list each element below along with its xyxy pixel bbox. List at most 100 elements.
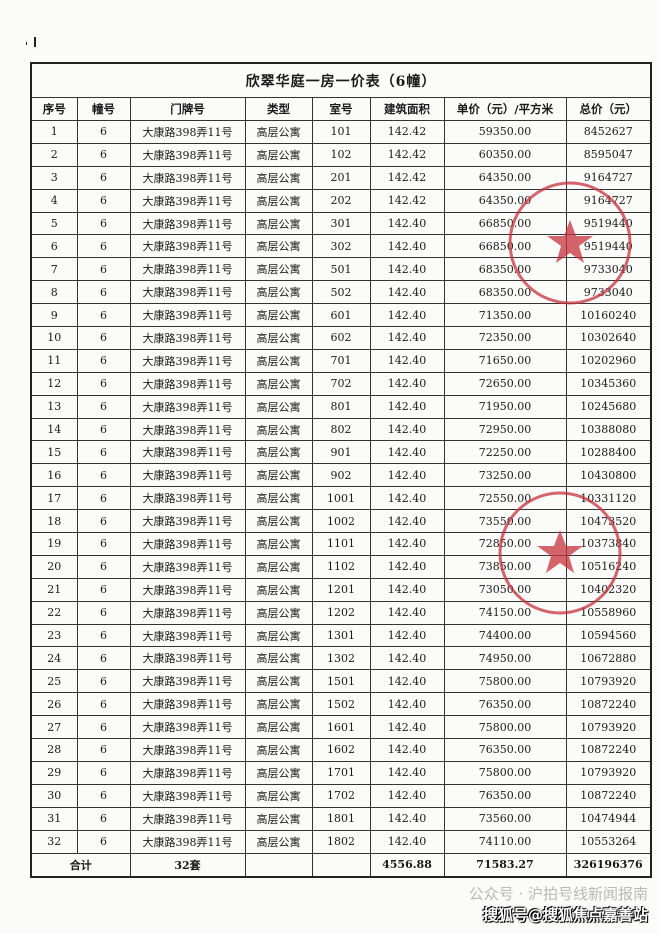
floor-area-cell: 142.40 (369, 532, 445, 556)
total-area: 4556.88 (369, 852, 445, 877)
total-empty (311, 852, 371, 877)
unit-price-cell: 72650.00 (443, 371, 567, 396)
address-cell: 大康路398弄11号 (129, 165, 246, 190)
floor-area-cell: 142.42 (369, 142, 445, 167)
room-number-cell: 1002 (311, 509, 371, 534)
unit-type-cell: 高层公寓 (244, 715, 313, 740)
building-number-cell: 6 (76, 440, 131, 465)
table-row: 17 6 大康路398弄11号 高层公寓 1001 142.40 72550.00 10331… (30, 486, 652, 511)
table-row: 14 6 大康路398弄11号 高层公寓 802 142.40 72950.00 103880… (30, 417, 652, 442)
row-number-cell: 29 (30, 760, 78, 785)
row-number-cell: 30 (30, 783, 78, 808)
building-number-cell: 6 (76, 371, 131, 396)
total-price-cell: 10793920 (565, 760, 652, 785)
row-number-cell: 32 (30, 829, 78, 854)
floor-area-cell: 142.40 (369, 509, 445, 534)
unit-type-cell: 高层公寓 (244, 509, 313, 534)
unit-price-cell: 72950.00 (443, 417, 567, 442)
room-number-cell: 502 (311, 280, 371, 305)
unit-type-cell: 高层公寓 (244, 348, 313, 373)
building-number-cell: 6 (76, 188, 131, 213)
address-cell: 大康路398弄11号 (129, 623, 246, 648)
unit-price-cell: 76350.00 (443, 738, 567, 762)
unit-price-cell: 72250.00 (443, 440, 567, 465)
address-cell: 大康路398弄11号 (129, 554, 246, 579)
total-avg-price: 71583.27 (443, 852, 567, 877)
building-number-cell: 6 (76, 120, 131, 144)
building-number-cell: 6 (76, 623, 131, 648)
room-number-cell: 1502 (311, 692, 371, 717)
column-header: 总价（元） (565, 97, 652, 121)
address-cell: 大康路398弄11号 (129, 806, 246, 831)
table-row: 12 6 大康路398弄11号 高层公寓 702 142.40 72650.00 103453… (30, 371, 652, 396)
total-price-cell: 10793920 (565, 715, 652, 740)
row-number-cell: 22 (30, 600, 78, 625)
unit-type-cell: 高层公寓 (244, 371, 313, 396)
row-number-cell: 12 (30, 371, 78, 396)
building-number-cell: 6 (76, 532, 131, 556)
floor-area-cell: 142.40 (369, 326, 445, 350)
total-price-cell: 10402320 (565, 577, 652, 602)
row-number-cell: 11 (30, 348, 78, 373)
unit-type-cell: 高层公寓 (244, 440, 313, 465)
floor-area-cell: 142.40 (369, 783, 445, 808)
table-row: 2 6 大康路398弄11号 高层公寓 102 142.42 60350.00 8595047 (30, 142, 652, 167)
floor-area-cell: 142.40 (369, 303, 445, 328)
room-number-cell: 702 (311, 371, 371, 396)
floor-area-cell: 142.40 (369, 577, 445, 602)
total-price-cell: 10245680 (565, 394, 652, 419)
unit-type-cell: 高层公寓 (244, 600, 313, 625)
price-table: 欣翠华庭一房一价表（6幢） 序号 幢号 门牌号 类型 室号 建筑面积 单价（元）/平方米 总价… (30, 62, 652, 878)
address-cell: 大康路398弄11号 (129, 348, 246, 373)
unit-type-cell: 高层公寓 (244, 463, 313, 488)
unit-type-cell: 高层公寓 (244, 738, 313, 762)
total-empty (244, 852, 313, 877)
unit-type-cell: 高层公寓 (244, 165, 313, 190)
table-row: 27 6 大康路398弄11号 高层公寓 1601 142.40 75800.00 10793… (30, 715, 652, 740)
building-number-cell: 6 (76, 738, 131, 762)
floor-area-cell: 142.42 (369, 188, 445, 213)
floor-area-cell: 142.40 (369, 738, 445, 762)
unit-price-cell: 64350.00 (443, 188, 567, 213)
floor-area-cell: 142.40 (369, 806, 445, 831)
table-row: 7 6 大康路398弄11号 高层公寓 501 142.40 68350.00 9733040 (30, 257, 652, 282)
unit-price-cell: 74150.00 (443, 600, 567, 625)
floor-area-cell: 142.40 (369, 486, 445, 511)
total-price-cell: 10558960 (565, 600, 652, 625)
room-number-cell: 1802 (311, 829, 371, 854)
address-cell: 大康路398弄11号 (129, 303, 246, 328)
floor-area-cell: 142.40 (369, 348, 445, 373)
floor-area-cell: 142.40 (369, 257, 445, 282)
table-row: 21 6 大康路398弄11号 高层公寓 1201 142.40 73050.00 10402… (30, 577, 652, 602)
table-row: 15 6 大康路398弄11号 高层公寓 901 142.40 72250.00 102884… (30, 440, 652, 465)
room-number-cell: 1302 (311, 646, 371, 671)
table-row: 16 6 大康路398弄11号 高层公寓 902 142.40 73250.00 104308… (30, 463, 652, 488)
building-number-cell: 6 (76, 326, 131, 350)
building-number-cell: 6 (76, 348, 131, 373)
row-number-cell: 19 (30, 532, 78, 556)
address-cell: 大康路398弄11号 (129, 120, 246, 144)
floor-area-cell: 142.40 (369, 760, 445, 785)
room-number-cell: 902 (311, 463, 371, 488)
floor-area-cell: 142.40 (369, 394, 445, 419)
building-number-cell: 6 (76, 417, 131, 442)
table-row: 20 6 大康路398弄11号 高层公寓 1102 142.40 73850.00 10516… (30, 554, 652, 579)
building-number-cell: 6 (76, 577, 131, 602)
total-price-cell: 10302640 (565, 326, 652, 350)
room-number-cell: 1602 (311, 738, 371, 762)
room-number-cell: 501 (311, 257, 371, 282)
unit-price-cell: 75800.00 (443, 760, 567, 785)
unit-type-cell: 高层公寓 (244, 760, 313, 785)
building-number-cell: 6 (76, 142, 131, 167)
total-price-cell: 10474944 (565, 806, 652, 831)
room-number-cell: 1101 (311, 532, 371, 556)
table-row: 31 6 大康路398弄11号 高层公寓 1801 142.40 73560.00 10474… (30, 806, 652, 831)
room-number-cell: 1201 (311, 577, 371, 602)
total-price: 326196376 (565, 852, 652, 877)
row-number-cell: 26 (30, 692, 78, 717)
room-number-cell: 601 (311, 303, 371, 328)
building-number-cell: 6 (76, 211, 131, 236)
floor-area-cell: 142.40 (369, 234, 445, 259)
floor-area-cell: 142.40 (369, 692, 445, 717)
unit-type-cell: 高层公寓 (244, 211, 313, 236)
